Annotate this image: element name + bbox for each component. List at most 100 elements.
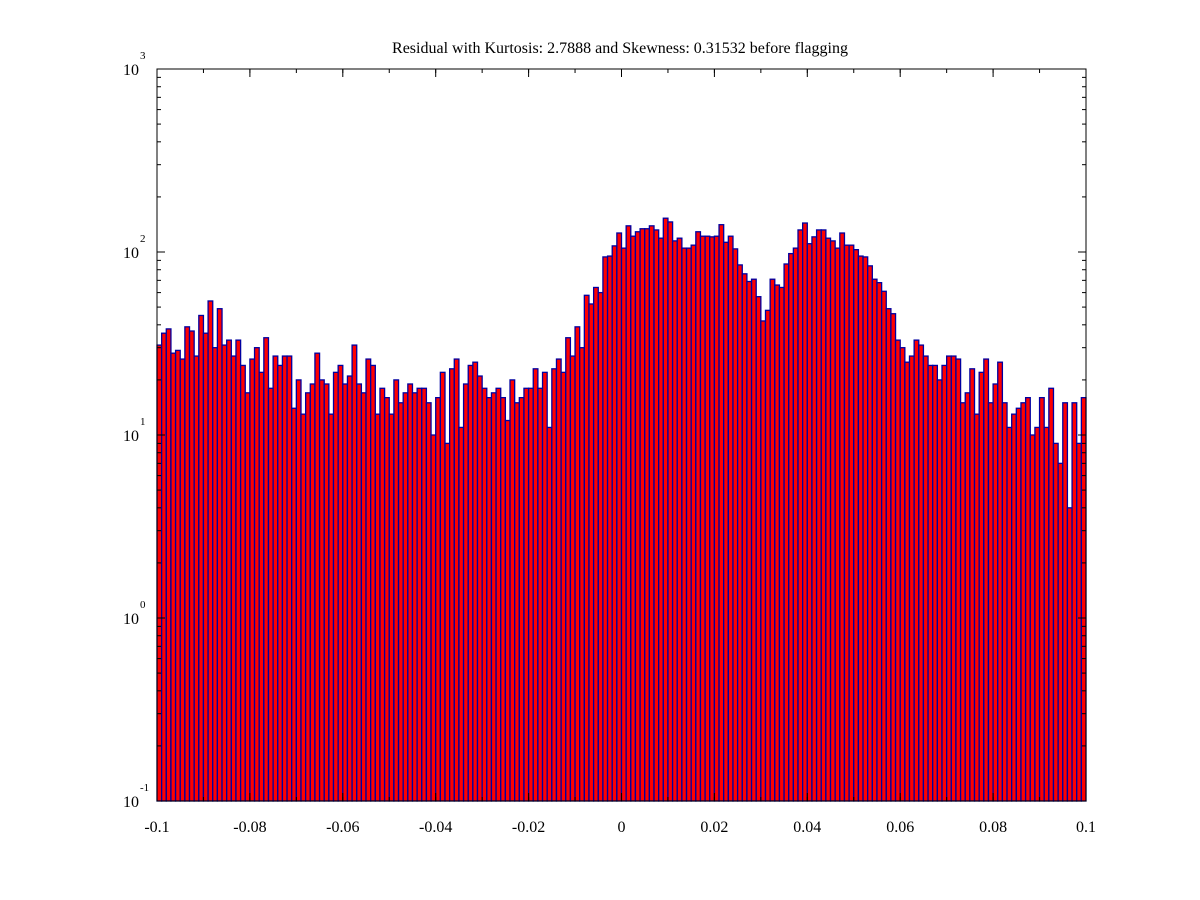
histogram-bar — [853, 249, 860, 802]
histogram-bar — [397, 402, 404, 802]
histogram-bar — [806, 243, 813, 802]
histogram-bar — [198, 314, 205, 802]
histogram-bar — [476, 375, 483, 802]
histogram-bar — [518, 396, 525, 802]
histogram-bar — [978, 371, 985, 802]
histogram-bar — [616, 232, 623, 802]
histogram-bar — [1011, 413, 1017, 802]
histogram-bar — [950, 355, 957, 802]
histogram-bar — [1071, 402, 1078, 802]
histogram-bar — [1029, 434, 1036, 802]
histogram-bar — [202, 332, 209, 802]
histogram-bar — [764, 309, 771, 802]
x-tick-label: 0.08 — [979, 819, 1007, 836]
y-tick-label-exponent: 3 — [140, 50, 146, 62]
histogram-bar — [448, 368, 455, 802]
histogram-bar — [216, 308, 223, 802]
histogram-bar — [207, 300, 214, 802]
histogram-bar — [964, 392, 971, 802]
histogram-bar — [704, 235, 711, 802]
histogram-bar — [244, 392, 251, 802]
y-tick-label-base: 10 — [123, 794, 139, 811]
x-tick-label: -0.1 — [144, 819, 169, 836]
histogram-bar — [992, 383, 999, 802]
histogram-bar — [179, 358, 186, 802]
histogram-bar — [574, 326, 581, 802]
histogram-bar — [681, 247, 688, 802]
histogram-bar — [1052, 442, 1059, 802]
histogram-bar — [379, 387, 386, 802]
histogram-bar — [383, 396, 390, 802]
histogram-bar — [839, 232, 846, 802]
y-tick-label-base: 10 — [123, 611, 139, 628]
histogram-bar — [402, 392, 409, 802]
histogram-bar — [718, 224, 725, 802]
histogram-bar — [435, 396, 441, 802]
histogram-bar — [453, 358, 460, 802]
x-tick-label: 0.02 — [700, 819, 728, 836]
histogram-bar — [184, 326, 191, 802]
x-tick-label: 0.04 — [793, 819, 821, 836]
histogram-bar — [658, 237, 664, 802]
histogram-bar — [685, 247, 692, 802]
x-tick-label: -0.08 — [233, 819, 266, 836]
histogram-bar — [1076, 442, 1083, 802]
histogram-bar — [825, 237, 832, 802]
histogram-bar — [541, 371, 548, 802]
histogram-bar — [611, 245, 618, 802]
y-tick-label-base: 10 — [123, 428, 139, 445]
histogram-bar — [662, 217, 669, 802]
histogram-bar — [843, 244, 850, 802]
histogram-bar — [560, 371, 567, 802]
histogram-bar — [1066, 507, 1073, 802]
histogram-bar — [1020, 402, 1027, 802]
histogram-bar — [188, 330, 195, 802]
histogram-bar — [439, 371, 446, 802]
histogram-bar — [411, 392, 418, 802]
histogram-bar — [1015, 407, 1022, 802]
histogram-bar — [407, 383, 414, 802]
histogram-bar — [156, 344, 163, 802]
histogram-bar — [230, 355, 237, 802]
histogram-bar — [983, 358, 990, 802]
histogram-bar — [802, 222, 808, 802]
histogram-bar — [509, 379, 516, 802]
histogram-bar — [857, 255, 864, 802]
histogram-bar — [760, 320, 767, 802]
histogram-bar — [467, 364, 474, 802]
histogram-bar — [1057, 462, 1064, 802]
histogram-bar — [226, 339, 232, 802]
histogram-bar — [899, 347, 906, 802]
histogram-bar — [969, 368, 976, 802]
histogram-bar — [1001, 402, 1008, 802]
histogram-bar — [676, 237, 683, 802]
histogram-bar — [300, 413, 307, 802]
histogram-bar — [481, 387, 488, 802]
histogram-bar — [504, 419, 511, 802]
histogram-bar — [592, 286, 599, 802]
y-tick-label-base: 10 — [123, 245, 139, 262]
histogram-bar — [351, 344, 358, 802]
histogram-bar — [634, 231, 641, 802]
histogram-bar — [370, 364, 376, 802]
histogram-bar — [537, 387, 544, 802]
histogram-bar — [555, 358, 562, 802]
histogram-bar — [820, 229, 827, 802]
histogram-bar — [365, 358, 372, 802]
histogram-bar — [783, 263, 790, 802]
histogram-bar — [444, 442, 451, 802]
histogram-bar — [741, 273, 748, 802]
histogram-bar — [885, 308, 892, 802]
histogram-bar — [871, 278, 878, 802]
histogram-bar — [286, 355, 293, 802]
histogram-bar — [811, 236, 818, 802]
histogram-bar — [462, 383, 469, 802]
histogram-bar — [750, 278, 757, 802]
histogram-bar — [532, 368, 539, 802]
histogram-bar — [932, 364, 939, 802]
histogram-bar — [876, 282, 883, 802]
histogram-bar — [997, 361, 1004, 802]
histogram-bar — [295, 379, 302, 802]
histogram-bar — [267, 387, 274, 802]
